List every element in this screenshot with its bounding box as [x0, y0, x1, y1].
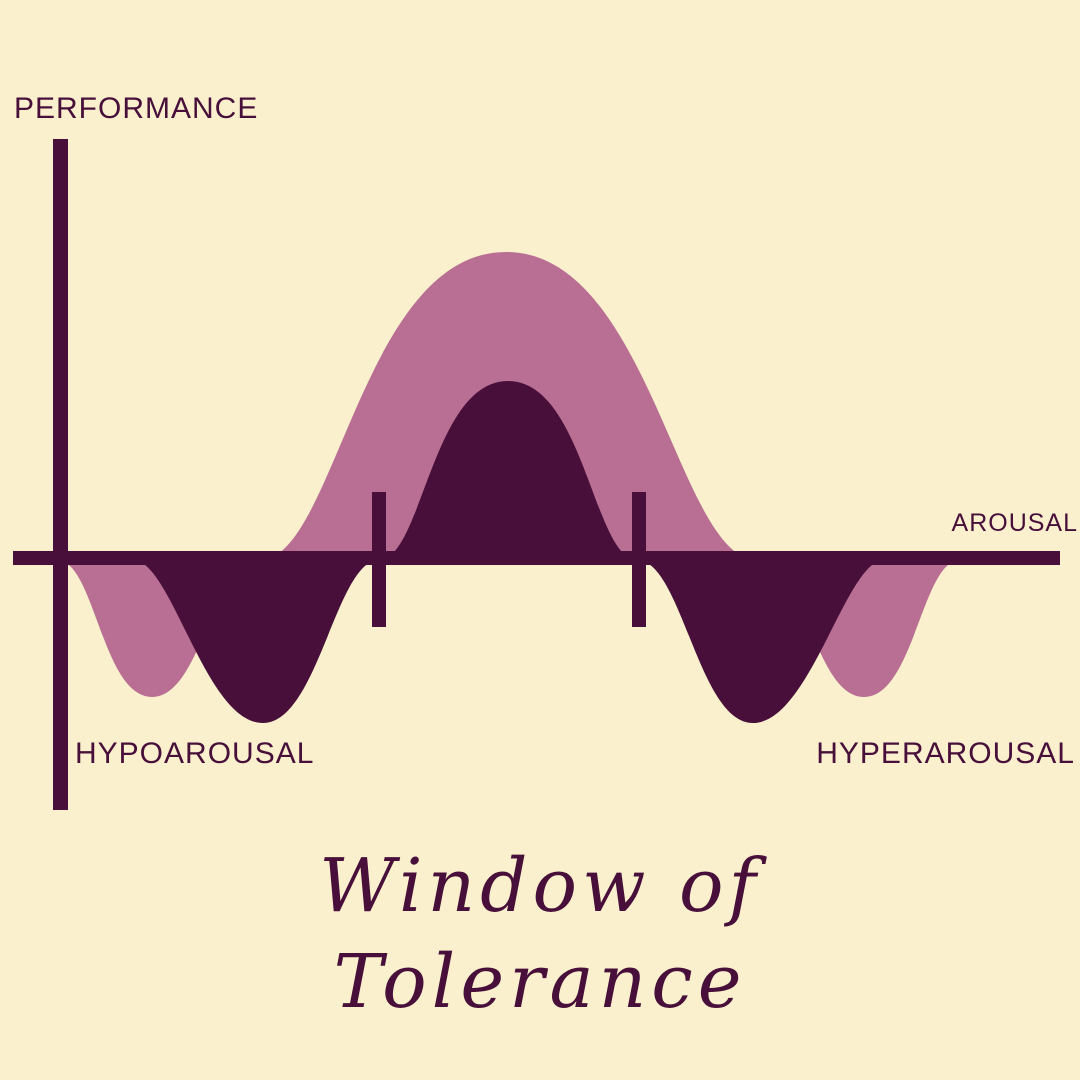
diagram-title: Window of Tolerance	[0, 838, 1080, 1030]
y-axis-line	[53, 139, 68, 810]
hypoarousal-zone-label: HYPOAROUSAL	[75, 737, 315, 770]
window-left-tick	[372, 492, 386, 627]
diagram-title-line-1: Window of	[319, 843, 761, 929]
x-axis-label: AROUSAL	[951, 509, 1078, 537]
x-axis-line	[13, 551, 1060, 565]
diagram-title-line-2: Tolerance	[333, 939, 747, 1025]
hyperarousal-zone-label: HYPERAROUSAL	[816, 737, 1075, 770]
window-right-tick	[632, 492, 646, 627]
y-axis-label: PERFORMANCE	[14, 92, 259, 125]
